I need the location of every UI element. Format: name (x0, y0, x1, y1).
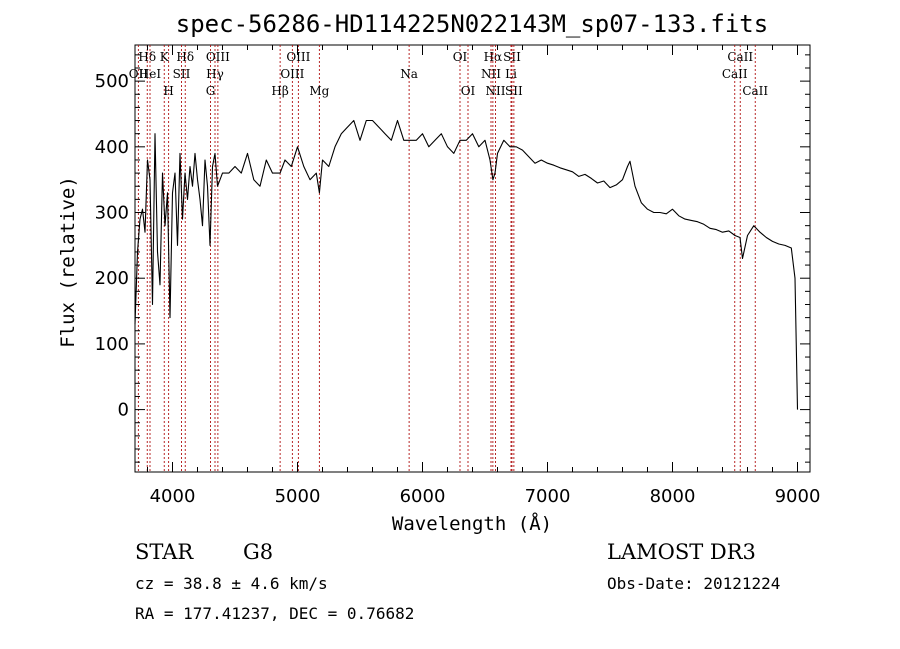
line-label: Hβ (271, 84, 288, 98)
x-tick-label: 5000 (275, 486, 321, 507)
line-label: NII (486, 84, 506, 98)
x-tick-label: 7000 (525, 486, 571, 507)
x-axis-label: Wavelength (Å) (392, 512, 552, 535)
y-tick-label: 0 (118, 400, 129, 421)
y-tick-label: 400 (95, 137, 129, 158)
subclass: G8 (243, 540, 274, 564)
line-label: Hδ (138, 50, 156, 64)
chart-title: spec-56286-HD114225N022143M_sp07-133.fit… (176, 10, 768, 38)
series-group (134, 119, 799, 410)
line-label: K (160, 50, 170, 64)
x-tick-label: 9000 (775, 486, 821, 507)
series-line-spectrum (134, 119, 799, 410)
line-label: G (206, 84, 216, 98)
line-label: Hγ (206, 67, 224, 81)
line-label: CaII (742, 84, 768, 98)
x-tick-label: 8000 (650, 486, 696, 507)
y-tick-label: 500 (95, 71, 129, 92)
coordinates: RA = 177.41237, DEC = 0.76682 (135, 604, 415, 623)
object-class: STAR (135, 540, 194, 564)
line-label: SII (173, 67, 191, 81)
line-label: CaII (722, 67, 748, 81)
x-tick-label: 6000 (400, 486, 446, 507)
line-label: NII (481, 67, 501, 81)
obs-date: Obs-Date: 20121224 (607, 574, 781, 593)
x-tick-label: 4000 (150, 486, 196, 507)
line-label: OI (461, 84, 476, 98)
line-label: SII (505, 84, 523, 98)
line-label: Na (400, 67, 418, 81)
y-tick-label: 200 (95, 268, 129, 289)
axis-ticks: 4000 5000 6000 7000 8000 9000 0 100 200 300 400 500 (95, 45, 821, 507)
line-label: Mg (309, 84, 329, 98)
line-label: OIII (206, 50, 230, 64)
line-label: OIII (280, 67, 304, 81)
line-label: Li (505, 67, 517, 81)
y-axis-label: Flux (relative) (57, 176, 79, 348)
line-label: Hδ (176, 50, 194, 64)
line-label: OI (453, 50, 468, 64)
survey-name: LAMOST DR3 (607, 540, 756, 564)
y-tick-label: 100 (95, 334, 129, 355)
line-label: CaII (727, 50, 753, 64)
line-label: OIII (286, 50, 310, 64)
line-label: Hα (484, 50, 503, 64)
line-label: HeI (139, 67, 162, 81)
redshift: cz = 38.8 ± 4.6 km/s (135, 574, 328, 593)
line-label: SII (503, 50, 521, 64)
plot-frame (134, 44, 811, 473)
y-tick-label: 300 (95, 203, 129, 224)
line-label: H (163, 84, 173, 98)
line-label: OII (129, 67, 149, 81)
